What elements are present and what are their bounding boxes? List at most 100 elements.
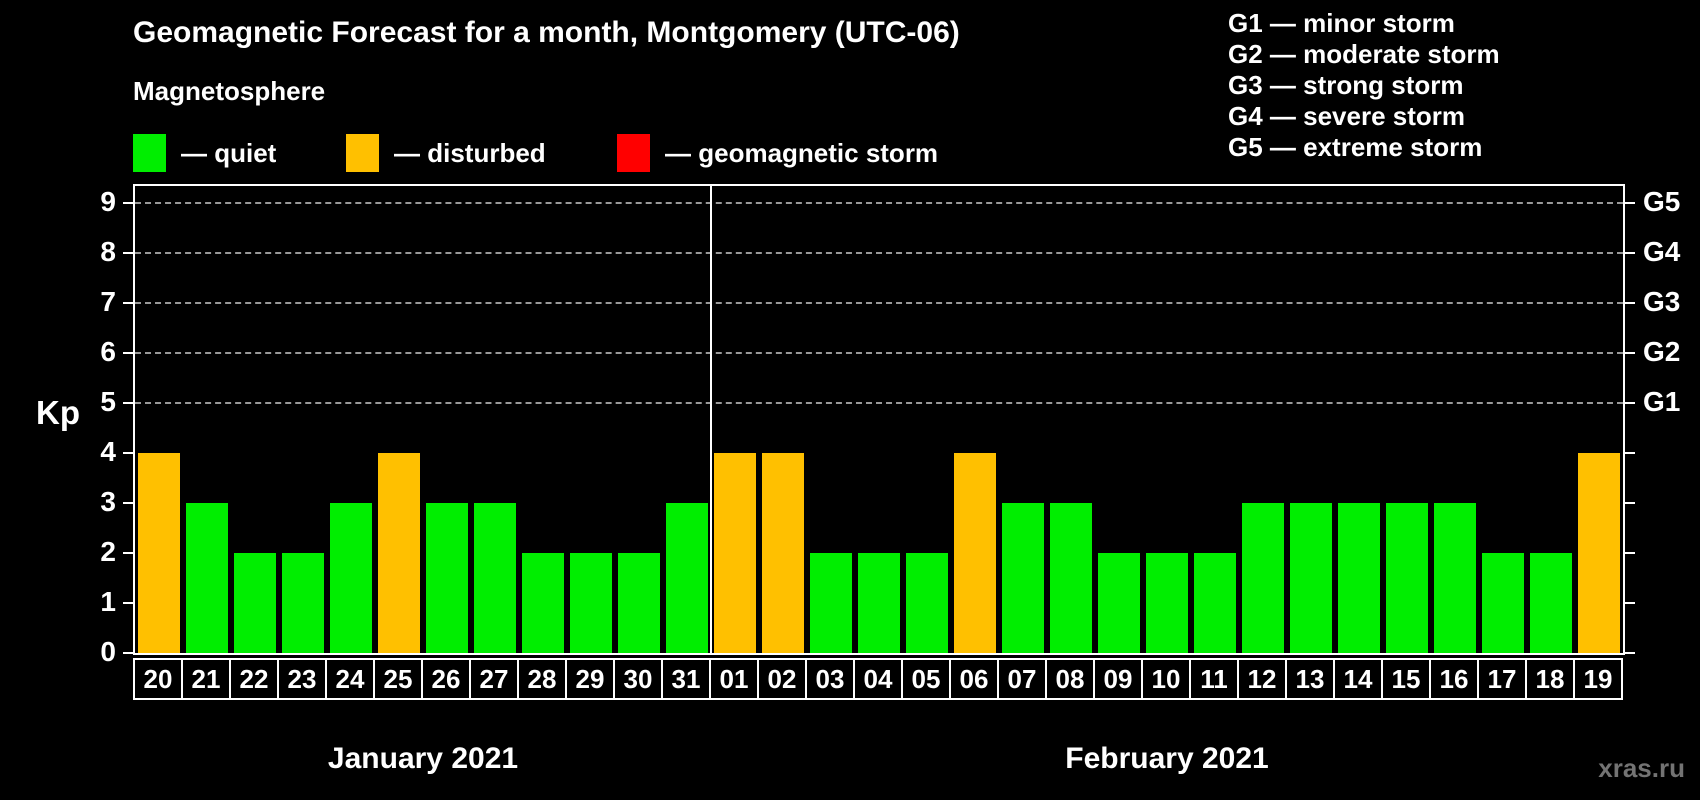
kp-bar-13: [1290, 503, 1332, 653]
kp-tick-label-3: 3: [100, 486, 116, 517]
right-axis-tick-8: [1625, 252, 1635, 254]
right-axis-tick-6: [1625, 352, 1635, 354]
day-label-27: 27: [469, 658, 519, 700]
kp-bar-18: [1530, 553, 1572, 653]
g-tick-label-g5: G5: [1643, 186, 1681, 217]
kp-bar-26: [426, 503, 468, 653]
g-legend-line-g5: G5 — extreme storm: [1228, 132, 1483, 162]
kp-bar-24: [330, 503, 372, 653]
kp-bar-21: [186, 503, 228, 653]
left-axis-tick-4: [123, 452, 133, 454]
kp-tick-label-4: 4: [100, 436, 116, 467]
kp-bar-23: [282, 553, 324, 653]
kp-bar-16: [1434, 503, 1476, 653]
day-label-02: 02: [757, 658, 807, 700]
day-label-04: 04: [853, 658, 903, 700]
kp-bar-07: [1002, 503, 1044, 653]
day-label-09: 09: [1093, 658, 1143, 700]
g-tick-label-g2: G2: [1643, 336, 1681, 367]
legend-item-disturbed: — disturbed: [346, 133, 546, 173]
disturbed-color-swatch: [346, 134, 379, 172]
gridline-kp5: [135, 402, 1623, 404]
legend-label-quiet: — quiet: [181, 137, 277, 168]
day-label-25: 25: [373, 658, 423, 700]
day-label-11: 11: [1189, 658, 1239, 700]
kp-axis-label: Kp: [36, 394, 80, 431]
gridline-kp7: [135, 302, 1623, 304]
legend-label-disturbed: — disturbed: [394, 137, 546, 168]
legend-label-storm: — geomagnetic storm: [665, 137, 939, 168]
kp-bar-05: [906, 553, 948, 653]
month-label-february: February 2021: [1065, 742, 1269, 775]
day-label-17: 17: [1477, 658, 1527, 700]
day-label-23: 23: [277, 658, 327, 700]
kp-bar-19: [1578, 453, 1620, 653]
left-axis-tick-6: [123, 352, 133, 354]
right-axis-tick-5: [1625, 402, 1635, 404]
day-label-06: 06: [949, 658, 999, 700]
kp-bar-11: [1194, 553, 1236, 653]
gridline-kp6: [135, 352, 1623, 354]
kp-bar-04: [858, 553, 900, 653]
quiet-color-swatch: [133, 134, 166, 172]
kp-bar-27: [474, 503, 516, 653]
kp-tick-label-5: 5: [100, 386, 116, 417]
kp-bar-17: [1482, 553, 1524, 653]
g-legend-line-g1: G1 — minor storm: [1228, 8, 1455, 38]
left-axis-tick-9: [123, 202, 133, 204]
left-axis-tick-1: [123, 602, 133, 604]
g-legend-line-g3: G3 — strong storm: [1228, 70, 1464, 100]
kp-tick-label-7: 7: [100, 286, 116, 317]
right-axis-tick-4: [1625, 452, 1635, 454]
kp-tick-label-1: 1: [100, 586, 116, 617]
legend-item-quiet: — quiet: [133, 133, 276, 173]
right-axis-tick-7: [1625, 302, 1635, 304]
storm-color-swatch: [617, 134, 650, 172]
right-axis-tick-2: [1625, 552, 1635, 554]
kp-tick-label-0: 0: [100, 636, 116, 667]
left-axis-tick-3: [123, 502, 133, 504]
day-label-12: 12: [1237, 658, 1287, 700]
kp-bar-30: [618, 553, 660, 653]
kp-bar-08: [1050, 503, 1092, 653]
g-legend-line-g2: G2 — moderate storm: [1228, 39, 1500, 69]
left-axis-tick-7: [123, 302, 133, 304]
kp-tick-label-8: 8: [100, 236, 116, 267]
day-label-07: 07: [997, 658, 1047, 700]
day-label-21: 21: [181, 658, 231, 700]
right-axis-tick-0: [1625, 652, 1635, 654]
day-label-24: 24: [325, 658, 375, 700]
kp-bar-02: [762, 453, 804, 653]
day-label-15: 15: [1381, 658, 1431, 700]
day-label-03: 03: [805, 658, 855, 700]
day-label-22: 22: [229, 658, 279, 700]
right-axis-tick-3: [1625, 502, 1635, 504]
kp-bar-29: [570, 553, 612, 653]
right-axis-tick-9: [1625, 202, 1635, 204]
day-label-31: 31: [661, 658, 711, 700]
kp-bar-03: [810, 553, 852, 653]
day-label-30: 30: [613, 658, 663, 700]
kp-bar-25: [378, 453, 420, 653]
day-label-20: 20: [133, 658, 183, 700]
kp-tick-label-9: 9: [100, 186, 116, 217]
left-axis-tick-0: [123, 652, 133, 654]
watermark: xras.ru: [1598, 753, 1685, 783]
plot-area: [133, 184, 1625, 655]
day-label-18: 18: [1525, 658, 1575, 700]
kp-bar-01: [714, 453, 756, 653]
right-axis-tick-1: [1625, 602, 1635, 604]
day-label-13: 13: [1285, 658, 1335, 700]
kp-bar-14: [1338, 503, 1380, 653]
gridline-kp8: [135, 252, 1623, 254]
kp-bar-09: [1098, 553, 1140, 653]
kp-bar-31: [666, 503, 708, 653]
day-label-19: 19: [1573, 658, 1623, 700]
day-label-08: 08: [1045, 658, 1095, 700]
kp-tick-label-6: 6: [100, 336, 116, 367]
g-tick-label-g4: G4: [1643, 236, 1681, 267]
chart-title: Geomagnetic Forecast for a month, Montgo…: [133, 16, 960, 49]
day-label-05: 05: [901, 658, 951, 700]
day-label-28: 28: [517, 658, 567, 700]
legend-item-storm: — geomagnetic storm: [617, 133, 938, 173]
